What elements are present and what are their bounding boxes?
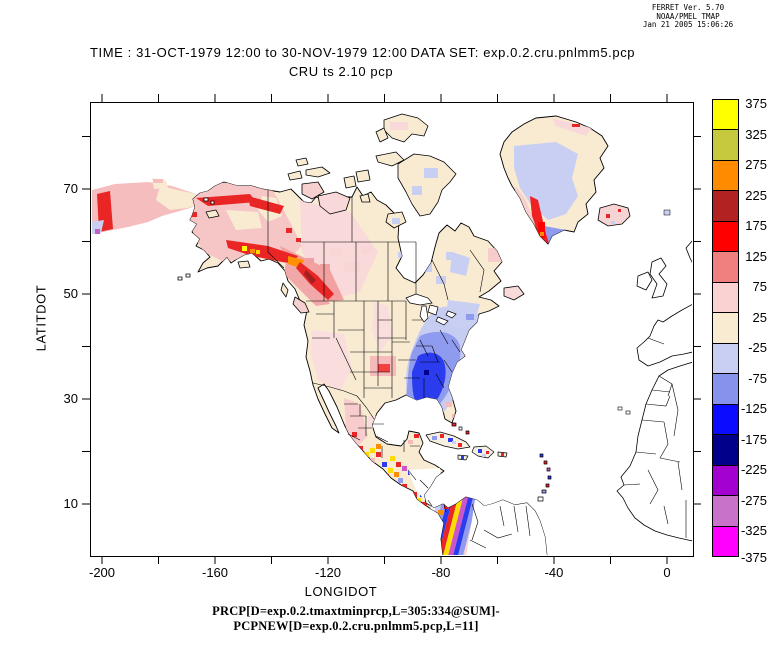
africa-borders xyxy=(623,375,687,538)
colorbar-label: -325 xyxy=(740,523,767,538)
arctic-islands xyxy=(177,113,525,314)
colorbar-label: -375 xyxy=(740,550,767,565)
y-tick-label: 10 xyxy=(63,496,78,511)
dataset-label: DATA SET: exp.0.2.cru.pnlmm5.pcp xyxy=(410,45,636,60)
ferret-timestamp: Jan 21 2005 15:06:26 xyxy=(642,20,734,29)
ferret-version: FERRET Ver. 5.70 xyxy=(651,3,725,12)
x-tick-label: -160 xyxy=(201,565,229,580)
y-tick-label: 70 xyxy=(63,181,78,196)
ferret-credit: FERRET Ver. 5.70 NOAA/PMEL TMAP Jan 21 2… xyxy=(640,3,736,30)
europe-outlines xyxy=(636,240,692,367)
colorbar-label: 125 xyxy=(745,249,767,264)
colorbar-label: -225 xyxy=(740,462,767,477)
y-axis-label: LATITDOT xyxy=(33,284,49,352)
colorbar-band xyxy=(712,342,739,375)
colorbar-band xyxy=(712,434,739,466)
plot-title: TIME : 31-OCT-1979 12:00 to 30-NOV-1979 … xyxy=(90,45,710,60)
colorbar-label: 25 xyxy=(752,310,767,325)
colorbar-label: 75 xyxy=(752,279,767,294)
africa-outlines xyxy=(616,361,692,542)
colorbar-band xyxy=(712,190,739,222)
colorbar-label: -75 xyxy=(748,371,767,386)
plot-frame xyxy=(82,94,701,564)
caribbean-islands xyxy=(425,422,552,502)
colorbar-band xyxy=(712,525,739,558)
colorbar-band xyxy=(712,495,739,527)
colorbar-band xyxy=(712,403,739,436)
political-borders xyxy=(267,190,531,549)
variable-expression: PRCP[D=exp.0.2.tmaxtminprcp,L=305:334@SU… xyxy=(212,604,500,633)
x-tick-label: 0 xyxy=(663,565,671,580)
colorbar-band xyxy=(712,159,739,192)
time-range-label: TIME : 31-OCT-1979 12:00 to 30-NOV-1979 … xyxy=(90,45,408,60)
colorbar-band xyxy=(712,312,739,344)
colorbar xyxy=(712,99,739,558)
caribbean-speckles xyxy=(432,434,504,459)
plot-subtitle: CRU ts 2.10 pcp xyxy=(288,64,394,79)
colorbar-label: -25 xyxy=(748,340,767,355)
colorbar-label: 375 xyxy=(745,96,767,111)
y-tick-label: 50 xyxy=(63,286,78,301)
x-tick-label: -200 xyxy=(88,565,116,580)
colorbar-band xyxy=(712,464,739,497)
colorbar-band xyxy=(712,251,739,283)
colorbar-label: -175 xyxy=(740,432,767,447)
x-tick-label: -80 xyxy=(431,565,451,580)
colorbar-label: -125 xyxy=(740,401,767,416)
ferret-org: NOAA/PMEL TMAP xyxy=(656,11,720,21)
colorbar-label: 325 xyxy=(745,127,767,142)
colorbar-band xyxy=(712,281,739,314)
y-tick-label: 30 xyxy=(63,391,78,406)
colorbar-label: 175 xyxy=(745,218,767,233)
colorbar-label: 225 xyxy=(745,188,767,203)
colorbar-band xyxy=(712,129,739,161)
map-content xyxy=(92,113,692,555)
great-lakes xyxy=(405,293,457,326)
axis-ticks xyxy=(82,94,701,564)
colorbar-band xyxy=(712,99,739,131)
x-tick-label: -40 xyxy=(544,565,564,580)
x-axis-label: LONGIDOT xyxy=(304,584,378,599)
colorbar-band xyxy=(712,373,739,405)
x-tick-label: -120 xyxy=(314,565,342,580)
colorbar-band xyxy=(712,220,739,253)
siberia-shading xyxy=(92,178,202,234)
north-america-shading xyxy=(190,182,547,555)
iceland xyxy=(597,203,671,227)
colorbar-label: -275 xyxy=(740,493,767,508)
colorbar-label: 275 xyxy=(745,157,767,172)
arctic-island-shading xyxy=(390,122,438,224)
